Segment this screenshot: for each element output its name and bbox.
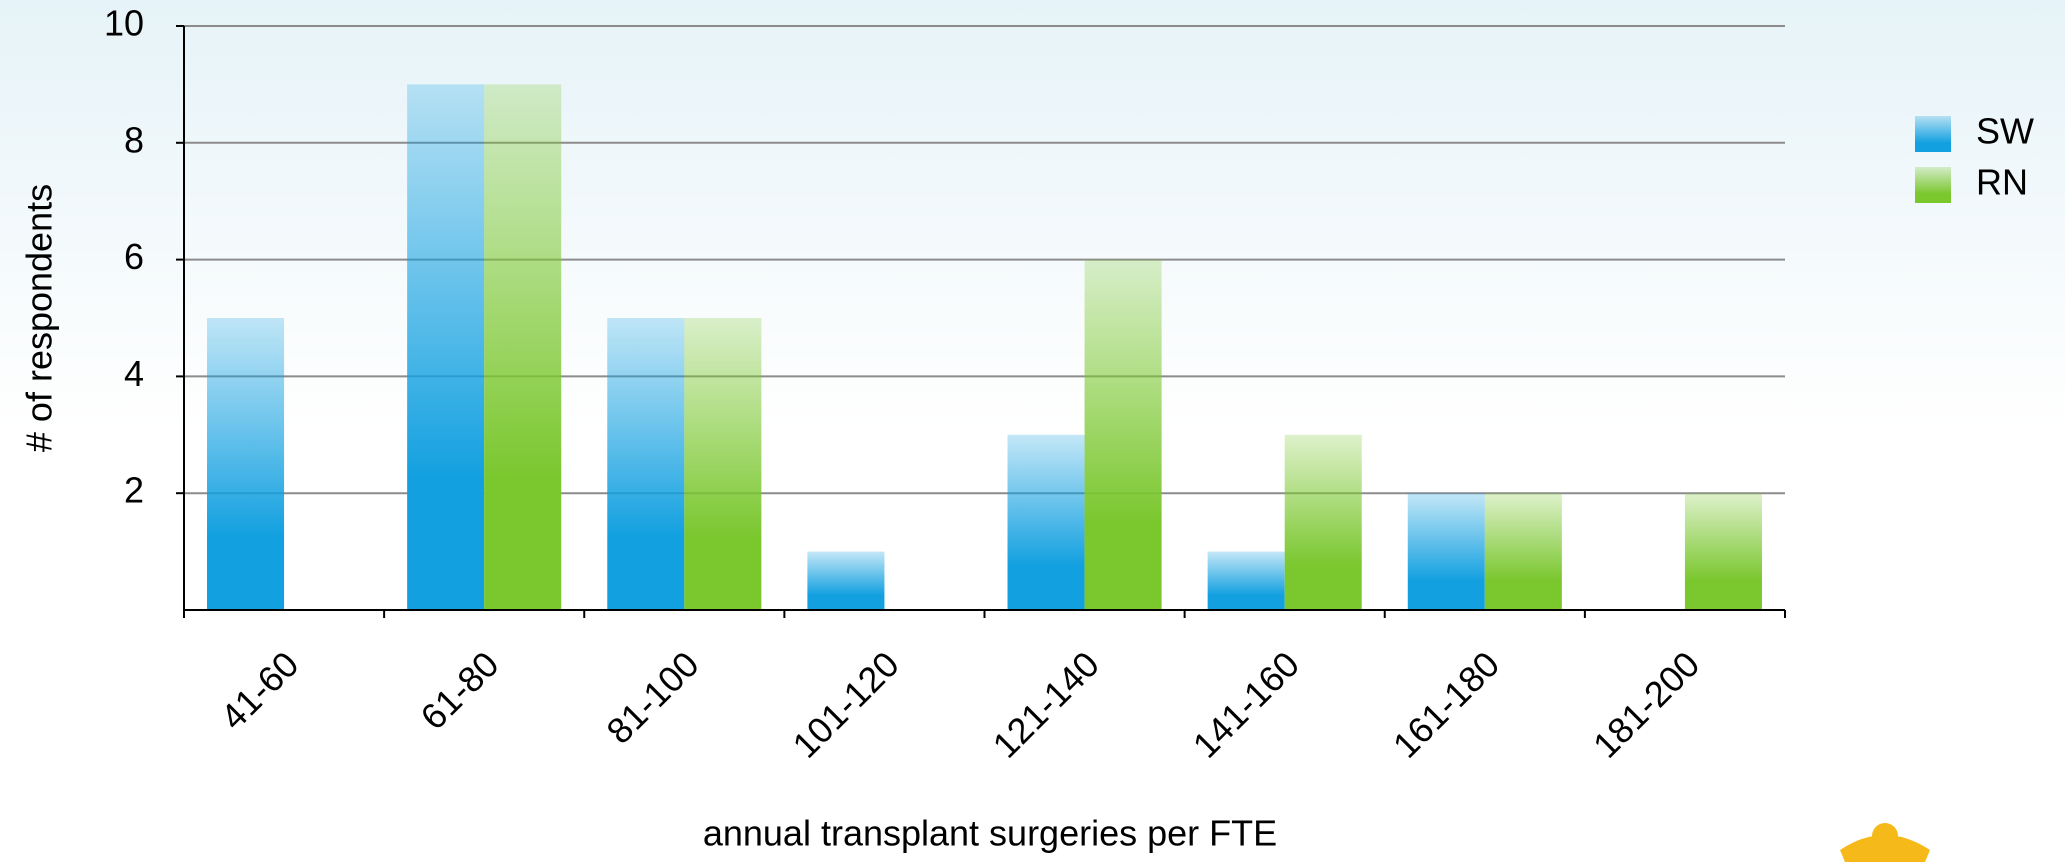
bar [1284,434,1362,610]
bar [807,551,885,610]
y-tick-label: 8 [124,119,144,160]
bar [684,318,762,610]
y-tick-label: 2 [124,470,144,511]
bar [1007,434,1085,610]
bar [407,84,485,610]
legend-swatch [1915,116,1951,152]
legend-swatch [1915,167,1951,203]
bar [484,84,562,610]
y-tick-label: 10 [104,3,144,44]
legend-label: RN [1976,162,2028,203]
bar [1084,259,1162,610]
bar [1407,493,1485,610]
y-tick-label: 4 [124,353,144,394]
y-tick-label: 6 [124,236,144,277]
x-axis-label: annual transplant surgeries per FTE [703,813,1277,854]
bar [1684,493,1762,610]
bar [207,318,285,610]
legend-label: SW [1976,111,2034,152]
y-axis-label: # of respondents [19,184,60,452]
bar [1207,551,1285,610]
bar [607,318,685,610]
bar [1484,493,1562,610]
logo [1840,823,1930,862]
